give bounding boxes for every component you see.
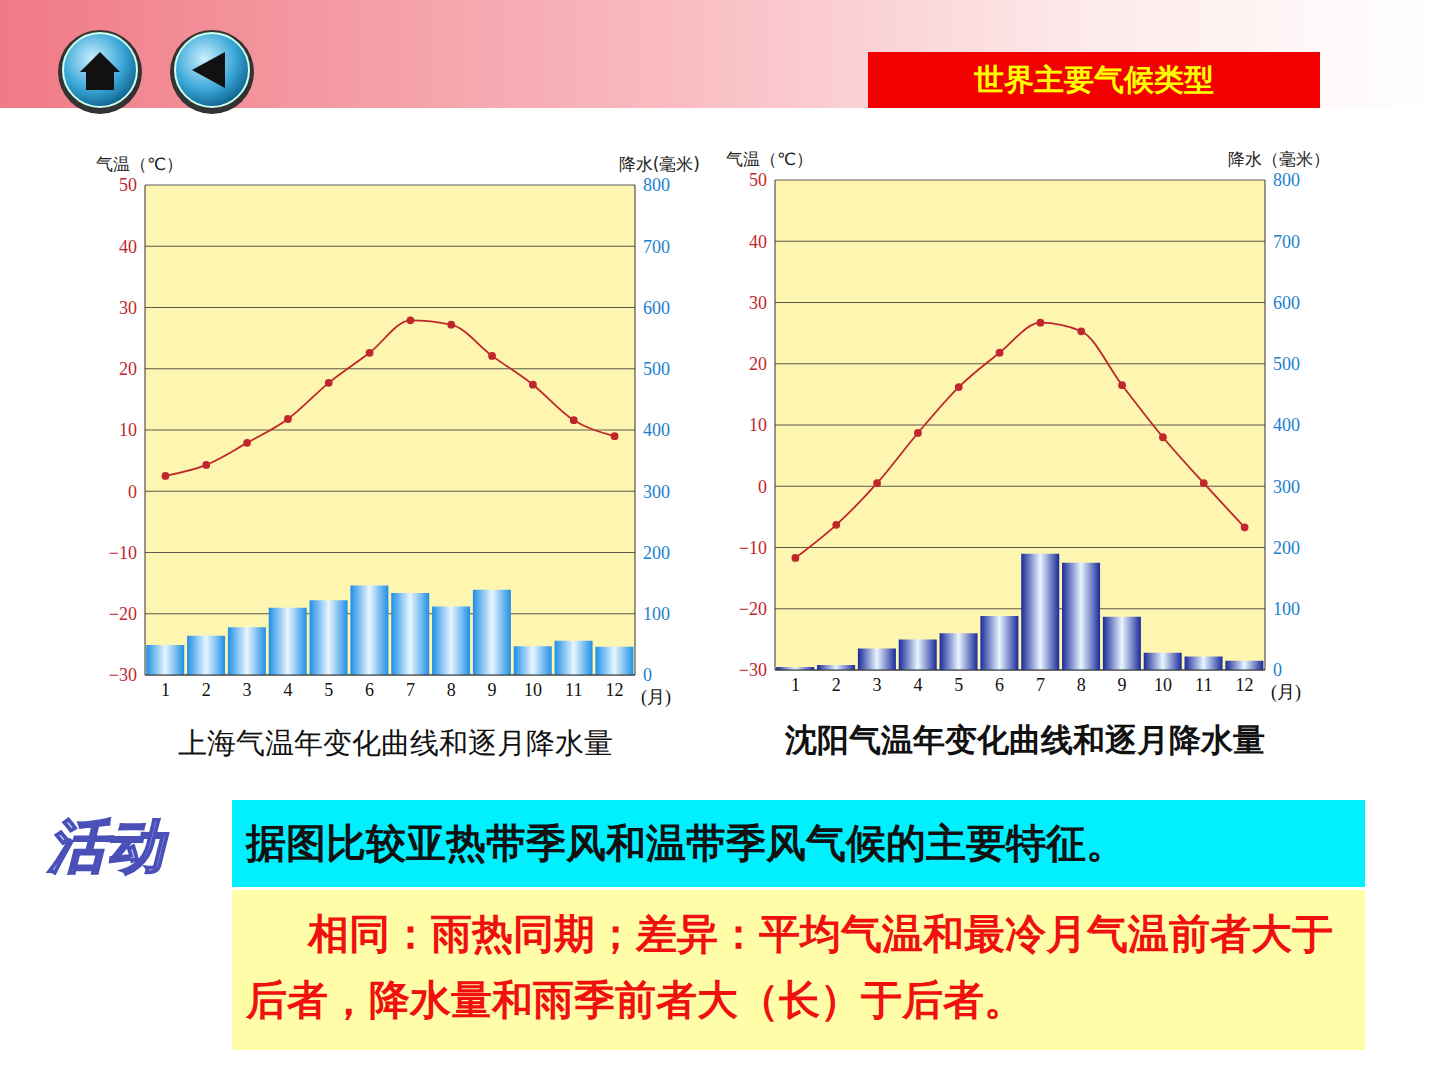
svg-text:12: 12 <box>606 680 624 700</box>
html-text:相同：雨热同期；差异：平均气温和最冷月气温前者大于后者，降水: 相同：雨热同期；差异：平均气温和最冷月气温前者大于后者，降水量和雨季前者大（长）… <box>246 910 1333 1024</box>
svg-text:−20: −20 <box>109 604 137 624</box>
svg-text:2: 2 <box>202 680 211 700</box>
html-text:(月): (月) <box>1271 682 1301 702</box>
svg-text:9: 9 <box>1118 675 1127 695</box>
svg-text:0: 0 <box>1273 660 1282 680</box>
svg-text:−20: −20 <box>739 599 767 619</box>
svg-text:600: 600 <box>1273 293 1300 313</box>
html-text:沈阳气温年变化曲线和逐月降水量: 沈阳气温年变化曲线和逐月降水量 <box>785 721 1265 759</box>
svg-text:40: 40 <box>119 237 137 257</box>
svg-text:300: 300 <box>643 482 670 502</box>
svg-text:100: 100 <box>1273 599 1300 619</box>
html-text:气温（℃）: 气温（℃） <box>726 149 814 169</box>
svg-text:7: 7 <box>406 680 415 700</box>
html-text:上海气温年变化曲线和逐月降水量: 上海气温年变化曲线和逐月降水量 <box>177 726 613 760</box>
html-text:世界主要气候类型: 世界主要气候类型 <box>974 62 1214 97</box>
html-text:气温（℃）: 气温（℃） <box>96 154 184 174</box>
svg-text:3: 3 <box>243 680 252 700</box>
svg-text:200: 200 <box>1273 538 1300 558</box>
svg-text:20: 20 <box>749 354 767 374</box>
svg-text:700: 700 <box>643 237 670 257</box>
svg-text:11: 11 <box>1195 675 1212 695</box>
svg-text:9: 9 <box>488 680 497 700</box>
svg-text:5: 5 <box>324 680 333 700</box>
svg-text:50: 50 <box>749 170 767 190</box>
svg-text:7: 7 <box>1036 675 1045 695</box>
svg-text:−30: −30 <box>739 660 767 680</box>
svg-text:1: 1 <box>791 675 800 695</box>
svg-text:10: 10 <box>749 415 767 435</box>
svg-text:300: 300 <box>1273 477 1300 497</box>
svg-text:4: 4 <box>283 680 292 700</box>
svg-text:0: 0 <box>128 482 137 502</box>
svg-text:11: 11 <box>565 680 582 700</box>
html-text:据图比较亚热带季风和温带季风气候的主要特征。: 据图比较亚热带季风和温带季风气候的主要特征。 <box>246 820 1126 866</box>
svg-text:10: 10 <box>1154 675 1172 695</box>
svg-text:1: 1 <box>161 680 170 700</box>
svg-text:400: 400 <box>1273 415 1300 435</box>
svg-text:10: 10 <box>524 680 542 700</box>
svg-text:−10: −10 <box>739 538 767 558</box>
svg-text:500: 500 <box>1273 354 1300 374</box>
svg-text:600: 600 <box>643 298 670 318</box>
svg-text:6: 6 <box>365 680 374 700</box>
svg-text:40: 40 <box>749 232 767 252</box>
svg-text:5: 5 <box>954 675 963 695</box>
svg-text:2: 2 <box>832 675 841 695</box>
svg-text:30: 30 <box>749 293 767 313</box>
svg-text:700: 700 <box>1273 232 1300 252</box>
html-text:(月): (月) <box>641 687 671 707</box>
svg-text:800: 800 <box>1273 170 1300 190</box>
svg-text:8: 8 <box>447 680 456 700</box>
svg-text:6: 6 <box>995 675 1004 695</box>
svg-text:12: 12 <box>1236 675 1254 695</box>
svg-text:8: 8 <box>1077 675 1086 695</box>
svg-text:0: 0 <box>758 477 767 497</box>
html-text:活动: 活动 <box>48 812 164 880</box>
svg-text:800: 800 <box>643 175 670 195</box>
svg-text:10: 10 <box>119 420 137 440</box>
html-text:降水(毫米): 降水(毫米) <box>618 154 700 174</box>
svg-text:−30: −30 <box>109 665 137 685</box>
svg-text:200: 200 <box>643 543 670 563</box>
svg-text:−10: −10 <box>109 543 137 563</box>
svg-text:400: 400 <box>643 420 670 440</box>
html-text:降水（毫米）: 降水（毫米） <box>1228 149 1330 169</box>
svg-text:30: 30 <box>119 298 137 318</box>
svg-text:4: 4 <box>913 675 922 695</box>
svg-text:100: 100 <box>643 604 670 624</box>
svg-text:0: 0 <box>643 665 652 685</box>
svg-text:20: 20 <box>119 359 137 379</box>
svg-text:3: 3 <box>873 675 882 695</box>
svg-text:50: 50 <box>119 175 137 195</box>
svg-text:500: 500 <box>643 359 670 379</box>
